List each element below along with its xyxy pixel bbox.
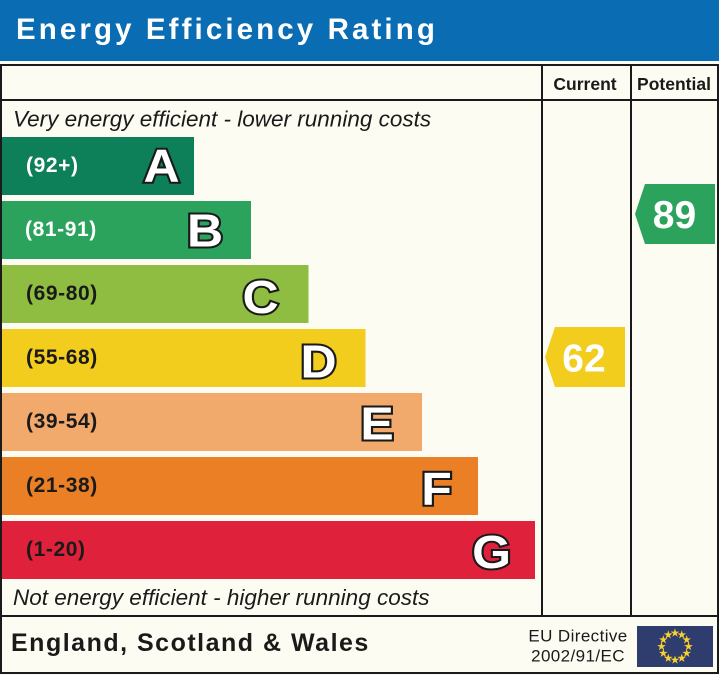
- svg-text:(81-91): (81-91): [25, 218, 97, 241]
- svg-text:62: 62: [562, 338, 605, 381]
- svg-text:E: E: [360, 398, 393, 450]
- svg-text:Current: Current: [553, 74, 616, 94]
- svg-text:2002/91/EC: 2002/91/EC: [531, 647, 625, 666]
- svg-text:89: 89: [653, 194, 696, 237]
- svg-text:England, Scotland & Wales: England, Scotland & Wales: [11, 629, 370, 657]
- svg-text:C: C: [242, 271, 278, 323]
- svg-text:(69-80): (69-80): [26, 282, 98, 305]
- svg-text:Not energy efficient - higher: Not energy efficient - higher running co…: [13, 585, 429, 610]
- svg-text:D: D: [300, 336, 336, 388]
- svg-text:A: A: [143, 140, 179, 192]
- svg-text:F: F: [421, 463, 452, 515]
- svg-text:(21-38): (21-38): [26, 474, 98, 497]
- svg-text:B: B: [187, 205, 223, 257]
- svg-text:Very energy efficient - lower: Very energy efficient - lower running co…: [13, 107, 431, 132]
- svg-text:Energy Efficiency Rating: Energy Efficiency Rating: [16, 13, 438, 46]
- svg-text:(92+): (92+): [26, 154, 79, 177]
- svg-text:(55-68): (55-68): [26, 346, 98, 369]
- svg-text:(39-54): (39-54): [26, 410, 98, 433]
- svg-text:EU Directive: EU Directive: [528, 627, 627, 646]
- svg-text:(1-20): (1-20): [26, 538, 86, 561]
- svg-text:Potential: Potential: [637, 74, 711, 94]
- svg-text:G: G: [472, 527, 511, 579]
